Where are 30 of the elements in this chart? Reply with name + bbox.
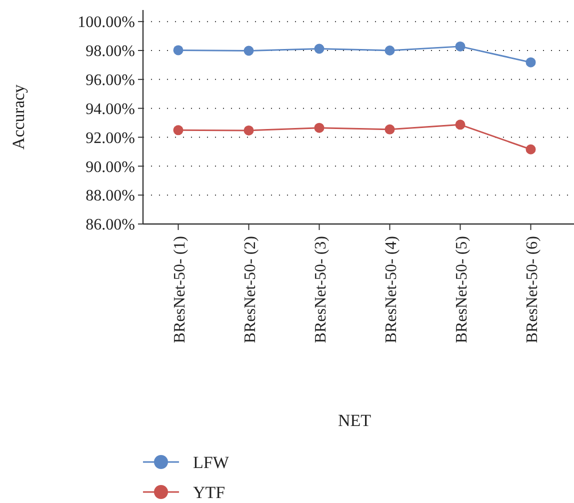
x-tick-label: BResNet-50- (3) — [312, 236, 330, 344]
y-axis-title: Accuracy — [9, 84, 28, 150]
x-tick-label: BResNet-50- (2) — [242, 236, 259, 344]
point — [384, 124, 395, 134]
legend-label: LFW — [193, 452, 230, 472]
y-tick-label: 92.00% — [86, 130, 135, 147]
point — [455, 120, 466, 130]
point — [173, 125, 184, 136]
point — [526, 144, 536, 154]
x-tick-label: BResNet-50- (6) — [524, 236, 541, 344]
y-tick-label: 100.00% — [78, 14, 135, 32]
point — [173, 45, 184, 56]
point — [244, 125, 254, 136]
y-tick-label: 96.00% — [86, 72, 135, 90]
point — [384, 45, 395, 56]
x-tick-label: BResNet-50- (4) — [382, 236, 400, 344]
point — [244, 46, 254, 56]
y-tick-label: 90.00% — [86, 158, 135, 176]
x-tick-label: BResNet-50- (1) — [171, 236, 188, 344]
point — [455, 41, 466, 52]
x-axis-title: NET — [338, 411, 372, 430]
point — [526, 57, 536, 68]
y-tick-label: 86.00% — [86, 216, 135, 234]
point — [314, 122, 324, 133]
y-tick-label: 94.00% — [86, 100, 135, 118]
x-tick-label: BResNet-50- (5) — [453, 236, 470, 344]
legend-label: YTF — [193, 482, 226, 502]
y-tick-label: 98.00% — [86, 43, 135, 60]
point — [314, 44, 324, 54]
y-tick-label: 88.00% — [86, 188, 135, 205]
